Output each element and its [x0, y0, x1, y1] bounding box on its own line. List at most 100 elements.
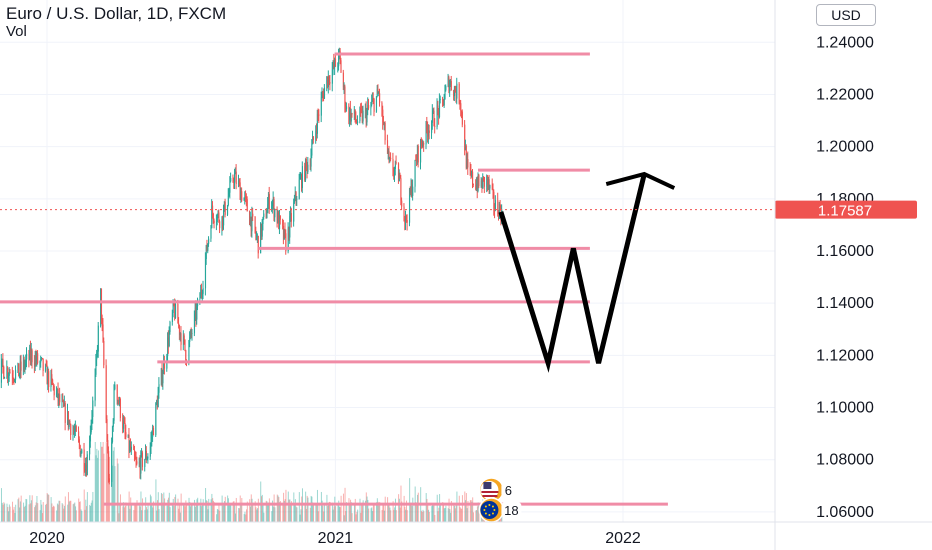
candle-body [315, 130, 317, 140]
volume-bar [350, 499, 352, 522]
candle-body [323, 94, 325, 99]
volume-bar [41, 504, 43, 522]
candle-body [128, 434, 130, 452]
volume-bar [465, 500, 467, 522]
y-tick-label: 1.10000 [816, 400, 874, 417]
y-tick-label: 1.16000 [816, 243, 874, 260]
candle-body [12, 373, 14, 378]
candle-body [190, 330, 192, 334]
volume-bar [298, 492, 300, 522]
candle-body [162, 373, 164, 384]
candle-body [36, 353, 38, 362]
forecast-polyline[interactable] [498, 173, 647, 373]
volume-bar [252, 502, 254, 522]
event-count-label[interactable]: 18 [504, 503, 518, 518]
candle-body [445, 85, 447, 91]
candle-body [469, 167, 471, 171]
volume-bar [172, 498, 174, 522]
volume-bar [238, 508, 240, 522]
candle-body [185, 350, 187, 361]
volume-bar [119, 504, 121, 522]
volume-bar [404, 506, 406, 522]
volume-bar [285, 489, 287, 522]
volume-bar [261, 494, 263, 522]
currency-button[interactable]: USD [816, 4, 876, 26]
candle-body [212, 213, 214, 221]
volume-bar [212, 500, 214, 522]
horizontal-levels[interactable] [0, 52, 668, 506]
volume-bar [287, 491, 289, 522]
volume-bar [112, 450, 114, 522]
volume-bar [299, 514, 301, 522]
last-price-tag[interactable] [775, 200, 917, 219]
volume-bar [113, 447, 115, 522]
candle-body [316, 113, 318, 134]
volume-bar [315, 503, 317, 522]
volume-bar [405, 509, 407, 522]
candle-body [160, 368, 162, 385]
candle-body [31, 350, 33, 363]
volume-bar [425, 493, 427, 522]
candle-body [310, 155, 312, 167]
chart-title[interactable]: Euro / U.S. Dollar, 1D, FXCM [6, 4, 227, 23]
event-count-label[interactable]: 6 [505, 483, 512, 498]
y-axis[interactable]: 1.24000 1.22000 1.20000 1.16000 1.14000 1.120… [0, 34, 917, 521]
volume-bar [475, 510, 477, 522]
candle-body [48, 371, 50, 387]
candle-body [106, 419, 108, 441]
candle-body [417, 145, 419, 163]
volume-bar [365, 500, 367, 522]
volume-bar [282, 504, 284, 522]
volume-bar [156, 510, 158, 522]
volume-bar [273, 494, 275, 522]
volume-bar [123, 507, 125, 522]
candle-body [108, 478, 110, 482]
volume-bar [95, 455, 97, 522]
volume-bar [140, 491, 142, 522]
volume-bar [163, 492, 165, 522]
candle-body [379, 93, 381, 103]
candle-body [387, 140, 389, 154]
candle-body [79, 445, 81, 457]
candle-body [274, 209, 276, 218]
event-markers[interactable]: 618 [478, 477, 522, 523]
forecast-arrowhead[interactable] [605, 171, 676, 190]
volume-bar [376, 502, 378, 522]
volume-bar [63, 508, 65, 522]
volume-bar [117, 463, 119, 522]
candle-body [263, 213, 265, 218]
candle-body [356, 120, 358, 123]
event-count-bg [501, 502, 522, 518]
volume-bar [106, 442, 108, 522]
candle-body [255, 230, 257, 237]
last-price-label[interactable]: 1.17587 [818, 203, 872, 220]
volume-bar [412, 497, 414, 522]
candle-body [23, 359, 25, 371]
volume-bar [456, 491, 458, 522]
volume-bar [318, 504, 320, 522]
candle-body [436, 105, 438, 127]
candle-body [2, 358, 4, 367]
y-tick-label: 1.14000 [816, 295, 874, 312]
volume-bar [426, 498, 428, 522]
volume-bar [6, 503, 8, 522]
volume-bar [142, 498, 144, 522]
volume-bar [8, 511, 10, 522]
y-tick-label: 1.12000 [816, 347, 874, 364]
volume-bar [25, 498, 27, 522]
volume-bar [399, 507, 401, 522]
candle-body [151, 437, 153, 439]
candle-body [41, 357, 43, 359]
volume-bar [454, 505, 456, 522]
candle-body [305, 159, 307, 181]
candle-body [224, 201, 226, 215]
volume-bar [20, 495, 22, 522]
candle-body [376, 96, 378, 112]
candle-body [229, 181, 231, 193]
y-tick-label: 1.20000 [816, 139, 874, 156]
forecast-path[interactable] [498, 171, 676, 373]
volume-bar [431, 504, 433, 522]
candle-body [394, 162, 396, 170]
